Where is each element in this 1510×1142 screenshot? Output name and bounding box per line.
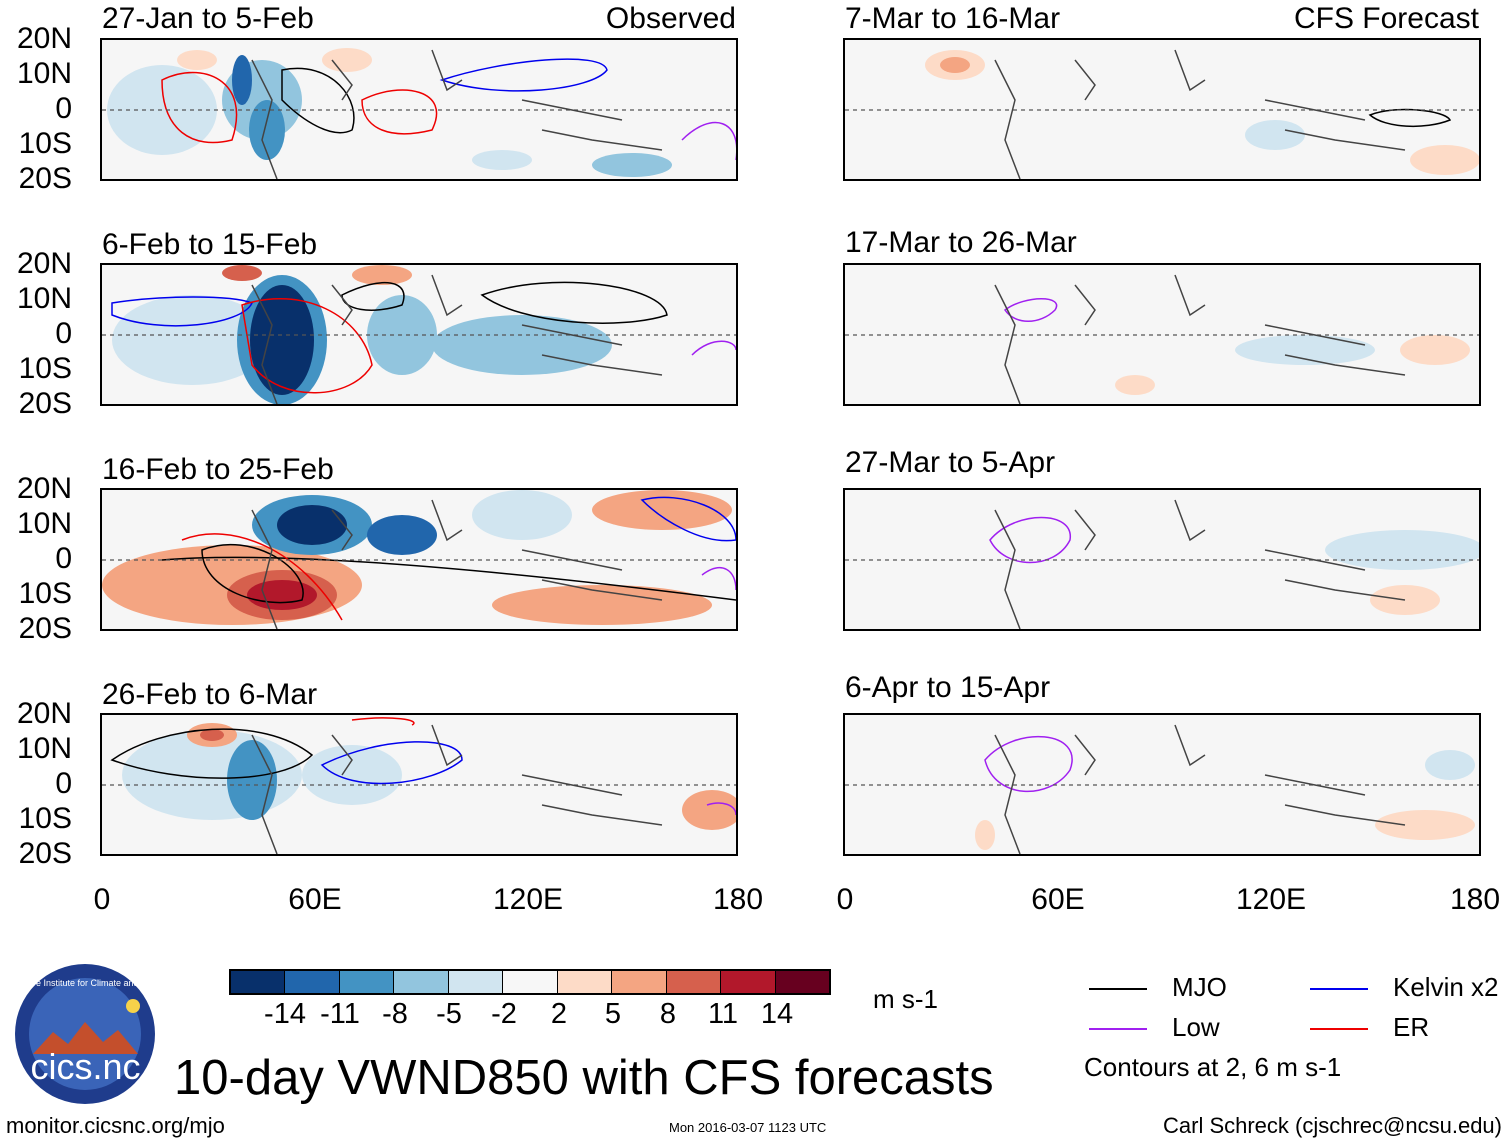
colorbar-label: -11 <box>320 998 360 1030</box>
lat-label: 20N <box>16 247 72 280</box>
lon-label: 120E <box>492 883 564 916</box>
lat-label: 20S <box>18 162 72 195</box>
colorbar-segment <box>612 971 667 993</box>
colorbar-segment <box>339 971 395 993</box>
forecast-map-3 <box>843 488 1481 631</box>
colorbar-label: -8 <box>382 998 408 1030</box>
legend-line-mjo <box>1089 988 1147 990</box>
colorbar-label: -14 <box>264 998 306 1030</box>
colorbar-segment <box>448 971 504 993</box>
observed-map-2 <box>100 263 738 406</box>
cics-logo-graphic: Cooperative Institute for Climate and Sa… <box>0 964 178 1104</box>
lon-label: 180 <box>712 883 764 916</box>
observed-panel-1-title: 27-Jan to 5-Feb <box>102 2 314 35</box>
legend-label-kelvin: Kelvin x2 <box>1393 972 1499 1002</box>
lon-label: 60E <box>1031 883 1085 916</box>
lon-label: 60E <box>288 883 342 916</box>
colorbar-unit: m s-1 <box>873 984 938 1014</box>
lat-label: 20N <box>16 697 72 730</box>
legend-line-er <box>1310 1028 1368 1030</box>
legend-contour-note: Contours at 2, 6 m s-1 <box>1084 1052 1342 1082</box>
observed-map-4 <box>100 713 738 856</box>
colorbar-label: 14 <box>760 998 794 1030</box>
footer-url[interactable]: monitor.cicsnc.org/mjo <box>6 1113 225 1138</box>
observed-panel-4-title: 26-Feb to 6-Mar <box>102 678 318 711</box>
colorbar-segment <box>503 971 558 993</box>
footer-author: Carl Schreck (cjschrec@ncsu.edu) <box>1163 1113 1502 1138</box>
legend-line-kelvin <box>1310 988 1368 990</box>
observed-map-1 <box>100 38 738 181</box>
lat-label: 0 <box>55 317 72 350</box>
forecast-map-1-field <box>845 49 1479 179</box>
colorbar-label: 11 <box>707 998 739 1030</box>
observed-map-3-field <box>102 490 736 629</box>
colorbar <box>229 969 831 995</box>
colorbar-label: 2 <box>550 998 568 1030</box>
observed-map-3 <box>100 488 738 631</box>
legend-label-er: ER <box>1393 1012 1430 1042</box>
lat-label: 10S <box>18 127 72 160</box>
main-title: 10-day VWND850 with CFS forecasts <box>174 1051 994 1105</box>
forecast-panel-2-title: 17-Mar to 26-Mar <box>845 226 1077 259</box>
legend-label-low: Low <box>1172 1012 1220 1042</box>
observed-map-2-field <box>102 265 736 404</box>
lon-label: 120E <box>1235 883 1307 916</box>
observed-panel-3-title: 16-Feb to 25-Feb <box>102 453 334 486</box>
lat-label: 10S <box>18 802 72 835</box>
cics-logo-arc-text: Cooperative Institute for Climate and Sa… <box>13 978 158 988</box>
lon-label: 0 <box>836 883 854 916</box>
forecast-map-1 <box>843 38 1481 181</box>
colorbar-segment <box>775 971 829 993</box>
lat-label: 20N <box>16 22 72 55</box>
lat-label: 0 <box>55 767 72 800</box>
observed-map-4-field <box>102 717 736 854</box>
forecast-map-4 <box>843 713 1481 856</box>
colorbar-segment <box>557 971 613 993</box>
lat-label: 10N <box>16 57 72 90</box>
colorbar-segment <box>231 971 286 993</box>
lat-label: 10N <box>16 282 72 315</box>
colorbar-segment <box>285 971 340 993</box>
footer-timestamp: Mon 2016-03-07 1123 UTC <box>669 1120 827 1135</box>
colorbar-label: 5 <box>604 998 622 1030</box>
forecast-map-3-field <box>845 499 1479 629</box>
colorbar-label: -5 <box>436 998 462 1030</box>
legend-label-mjo: MJO <box>1172 972 1227 1002</box>
lat-label: 20N <box>16 472 72 505</box>
colorbar-label: -2 <box>491 998 517 1030</box>
cics-logo: Cooperative Institute for Climate and Sa… <box>0 962 178 1107</box>
forecast-map-2 <box>843 263 1481 406</box>
cics-logo-text: cics.nc <box>30 1046 141 1087</box>
observed-tag: Observed <box>605 2 736 35</box>
colorbar-segment <box>721 971 776 993</box>
lon-label: 180 <box>1449 883 1501 916</box>
colorbar-label: 8 <box>659 998 677 1030</box>
forecast-panel-1-title: 7-Mar to 16-Mar <box>845 2 1061 35</box>
forecast-tag: CFS Forecast <box>1293 2 1479 35</box>
forecast-map-4-field <box>845 724 1479 854</box>
lat-label: 0 <box>55 542 72 575</box>
forecast-panel-3-title: 27-Mar to 5-Apr <box>845 446 1056 479</box>
lon-label: 0 <box>93 883 111 916</box>
lat-label: 10N <box>16 507 72 540</box>
lat-label: 20S <box>18 837 72 870</box>
lat-label: 10S <box>18 352 72 385</box>
colorbar-segment <box>394 971 449 993</box>
lat-label: 0 <box>55 92 72 125</box>
lat-label: 20S <box>18 387 72 420</box>
forecast-panel-4-title: 6-Apr to 15-Apr <box>845 671 1051 704</box>
lat-label: 10S <box>18 577 72 610</box>
observed-map-1-field <box>102 48 736 179</box>
lat-label: 10N <box>16 732 72 765</box>
legend-line-low <box>1089 1028 1147 1030</box>
observed-panel-2-title: 6-Feb to 15-Feb <box>102 228 318 261</box>
lat-label: 20S <box>18 612 72 645</box>
forecast-map-2-field <box>845 274 1479 404</box>
colorbar-segment <box>666 971 722 993</box>
